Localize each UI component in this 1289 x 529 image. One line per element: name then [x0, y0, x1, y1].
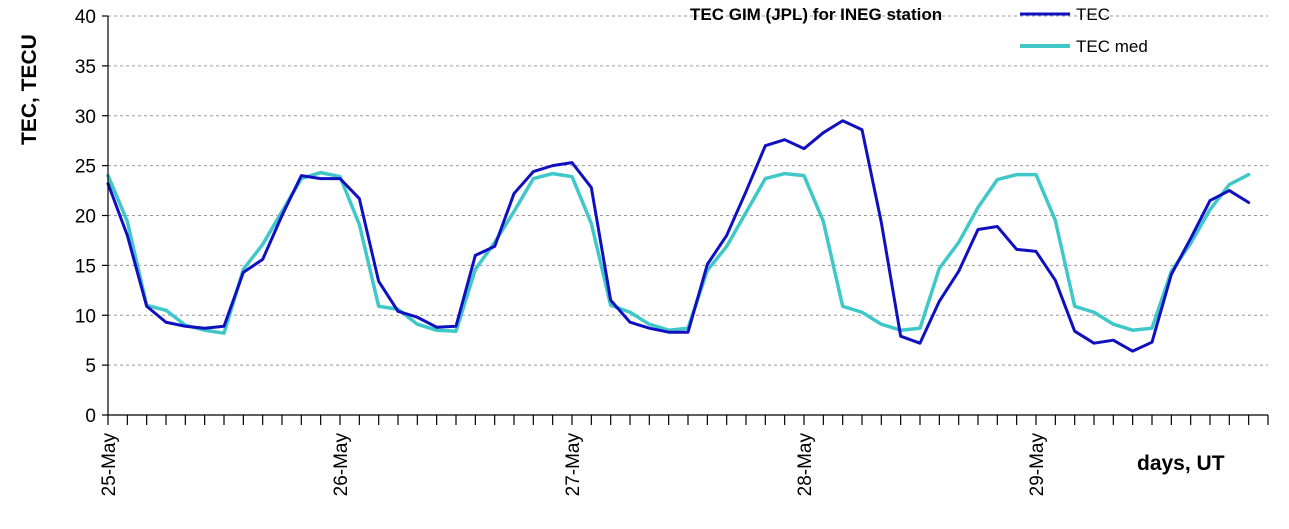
series-line-tec-med — [106, 170, 1251, 335]
y-tick-label: 35 — [75, 57, 96, 78]
x-axis-date-labels: 25-May 26-May 27-May 28-May 29-May — [99, 433, 1048, 497]
y-tick-label: 15 — [75, 256, 96, 277]
y-axis-ticks: 0 5 10 15 20 25 30 35 40 — [75, 7, 108, 427]
x-date-label: 26-May — [331, 433, 352, 497]
y-tick-label: 20 — [75, 207, 96, 228]
y-tick-label: 0 — [85, 406, 96, 427]
legend-label-tec-med: TEC med — [1076, 37, 1148, 56]
y-axis-label: TEC, TECU — [18, 34, 41, 145]
x-date-label: 29-May — [1027, 433, 1048, 497]
legend-label-tec: TEC — [1076, 5, 1110, 24]
y-tick-label: 25 — [75, 157, 96, 178]
y-tick-label: 10 — [75, 306, 96, 327]
x-date-label: 28-May — [795, 433, 816, 497]
chart-title: TEC GIM (JPL) for INEG station — [690, 5, 942, 24]
x-axis-label: days, UT — [1137, 452, 1225, 475]
x-date-label: 25-May — [99, 433, 120, 497]
gridlines — [108, 15, 1268, 366]
x-date-label: 27-May — [563, 433, 584, 497]
y-tick-label: 5 — [85, 356, 96, 377]
legend: TEC TEC med — [1020, 5, 1148, 56]
x-axis-ticks — [107, 415, 1269, 425]
series-line-tec — [106, 119, 1251, 353]
y-tick-label: 40 — [75, 7, 96, 28]
y-tick-label: 30 — [75, 107, 96, 128]
series-lines — [106, 119, 1251, 353]
